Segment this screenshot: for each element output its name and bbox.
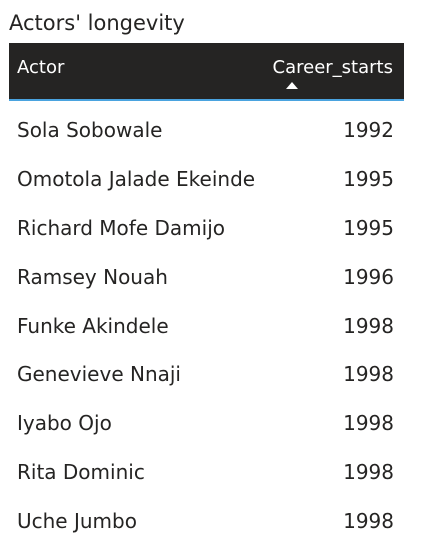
- table-header: Actor Career_starts: [9, 43, 404, 101]
- table-row[interactable]: Uche Jumbo 1998: [9, 495, 404, 544]
- sort-ascending-icon[interactable]: [286, 82, 298, 89]
- table-row[interactable]: Richard Mofe Damijo 1995: [9, 202, 404, 251]
- table-row[interactable]: Rita Dominic 1998: [9, 446, 404, 495]
- actor-cell: Omotola Jalade Ekeinde: [17, 166, 256, 191]
- actor-cell: Genevieve Nnaji: [17, 362, 181, 387]
- table-body: Sola Sobowale 1992 Omotola Jalade Ekeind…: [9, 104, 404, 544]
- career-starts-cell: 1998: [343, 362, 394, 387]
- career-starts-cell: 1998: [343, 460, 394, 485]
- column-header-actor[interactable]: Actor: [17, 57, 65, 78]
- table-row[interactable]: Omotola Jalade Ekeinde 1995: [9, 153, 404, 202]
- table-row[interactable]: Iyabo Ojo 1998: [9, 397, 404, 446]
- table-row[interactable]: Funke Akindele 1998: [9, 300, 404, 349]
- table-row[interactable]: Ramsey Nouah 1996: [9, 251, 404, 300]
- career-starts-cell: 1995: [343, 215, 394, 240]
- actor-cell: Richard Mofe Damijo: [17, 215, 225, 240]
- actor-cell: Ramsey Nouah: [17, 264, 168, 289]
- career-starts-cell: 1998: [343, 313, 394, 338]
- actor-cell: Uche Jumbo: [17, 509, 137, 534]
- career-starts-cell: 1996: [343, 264, 394, 289]
- actor-cell: Iyabo Ojo: [17, 411, 112, 436]
- visual-title: Actors' longevity: [9, 11, 185, 35]
- career-starts-cell: 1992: [343, 118, 394, 142]
- actors-table: Actor Career_starts Sola Sobowale 1992 O…: [9, 43, 404, 544]
- actor-cell: Rita Dominic: [17, 460, 145, 485]
- table-row[interactable]: Sola Sobowale 1992: [9, 104, 404, 153]
- column-header-career-starts[interactable]: Career_starts: [272, 57, 393, 78]
- career-starts-cell: 1998: [343, 509, 394, 534]
- career-starts-cell: 1998: [343, 411, 394, 436]
- actor-cell: Sola Sobowale: [17, 118, 163, 142]
- career-starts-cell: 1995: [343, 166, 394, 191]
- actor-cell: Funke Akindele: [17, 313, 169, 338]
- table-row[interactable]: Genevieve Nnaji 1998: [9, 348, 404, 397]
